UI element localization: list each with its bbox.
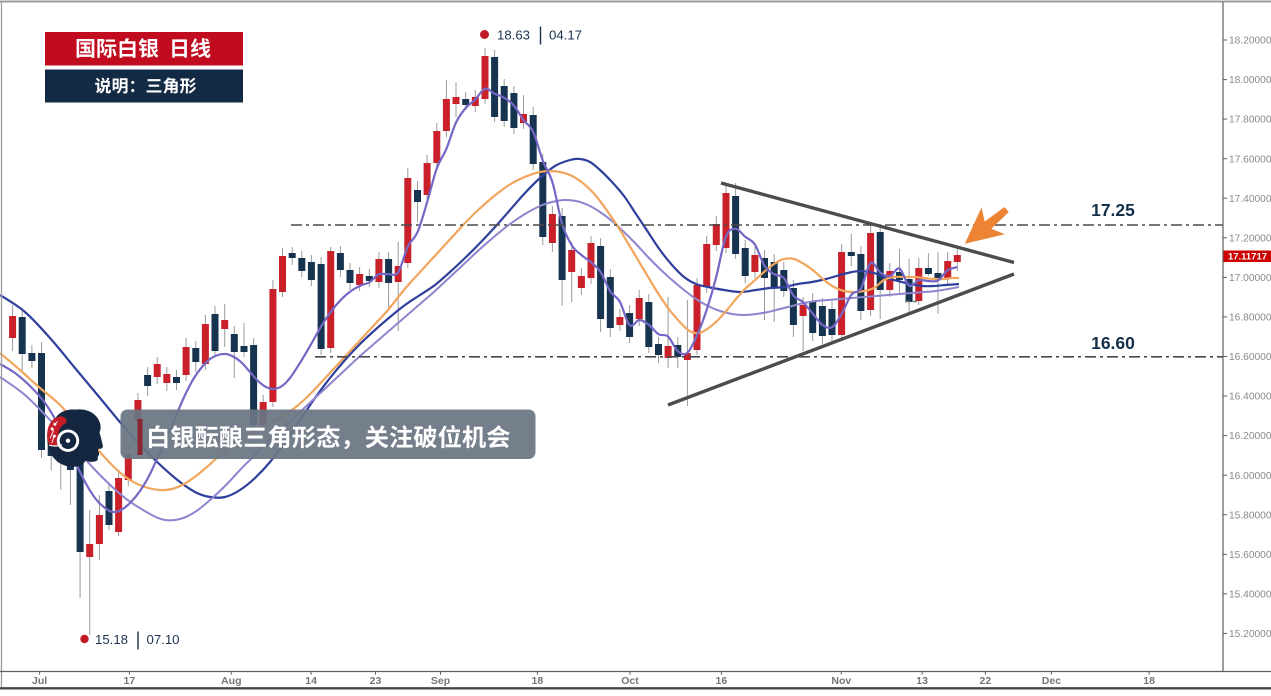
svg-text:16: 16 bbox=[716, 675, 728, 687]
svg-text:17.60000: 17.60000 bbox=[1229, 154, 1271, 165]
svg-text:18: 18 bbox=[532, 675, 544, 687]
svg-text:15.60000: 15.60000 bbox=[1229, 550, 1271, 561]
svg-text:14: 14 bbox=[305, 675, 317, 687]
svg-text:16.20000: 16.20000 bbox=[1229, 431, 1271, 442]
svg-text:22: 22 bbox=[980, 675, 992, 687]
svg-text:16.60000: 16.60000 bbox=[1229, 352, 1271, 363]
svg-text:Jul: Jul bbox=[32, 675, 47, 687]
svg-text:15.80000: 15.80000 bbox=[1229, 510, 1271, 521]
svg-text:18.20000: 18.20000 bbox=[1229, 36, 1271, 47]
svg-text:15.18: 15.18 bbox=[95, 632, 128, 647]
svg-text:16.60: 16.60 bbox=[1091, 333, 1135, 353]
svg-text:17.00000: 17.00000 bbox=[1229, 273, 1271, 284]
svg-text:16.40000: 16.40000 bbox=[1229, 392, 1271, 403]
svg-text:Nov: Nov bbox=[831, 675, 851, 687]
svg-text:07.10: 07.10 bbox=[147, 632, 180, 647]
svg-text:17: 17 bbox=[124, 675, 136, 687]
svg-text:16.80000: 16.80000 bbox=[1229, 313, 1271, 324]
svg-text:17.80000: 17.80000 bbox=[1229, 115, 1271, 126]
svg-text:18: 18 bbox=[1143, 675, 1155, 687]
svg-text:17.25: 17.25 bbox=[1091, 200, 1135, 220]
svg-text:Aug: Aug bbox=[221, 675, 241, 687]
svg-text:18.00000: 18.00000 bbox=[1229, 75, 1271, 86]
svg-text:18.63: 18.63 bbox=[497, 28, 530, 43]
svg-text:17.40000: 17.40000 bbox=[1229, 194, 1271, 205]
svg-text:Sep: Sep bbox=[431, 675, 450, 687]
svg-text:17.11717: 17.11717 bbox=[1228, 252, 1267, 263]
svg-text:23: 23 bbox=[370, 675, 382, 687]
svg-text:15.20000: 15.20000 bbox=[1229, 629, 1271, 640]
svg-text:Dec: Dec bbox=[1042, 675, 1061, 687]
svg-text:15.40000: 15.40000 bbox=[1229, 589, 1271, 600]
svg-text:17.20000: 17.20000 bbox=[1229, 233, 1271, 244]
svg-text:04.17: 04.17 bbox=[549, 28, 582, 43]
svg-text:Oct: Oct bbox=[621, 675, 639, 687]
svg-text:13: 13 bbox=[916, 675, 928, 687]
svg-text:16.00000: 16.00000 bbox=[1229, 471, 1271, 482]
